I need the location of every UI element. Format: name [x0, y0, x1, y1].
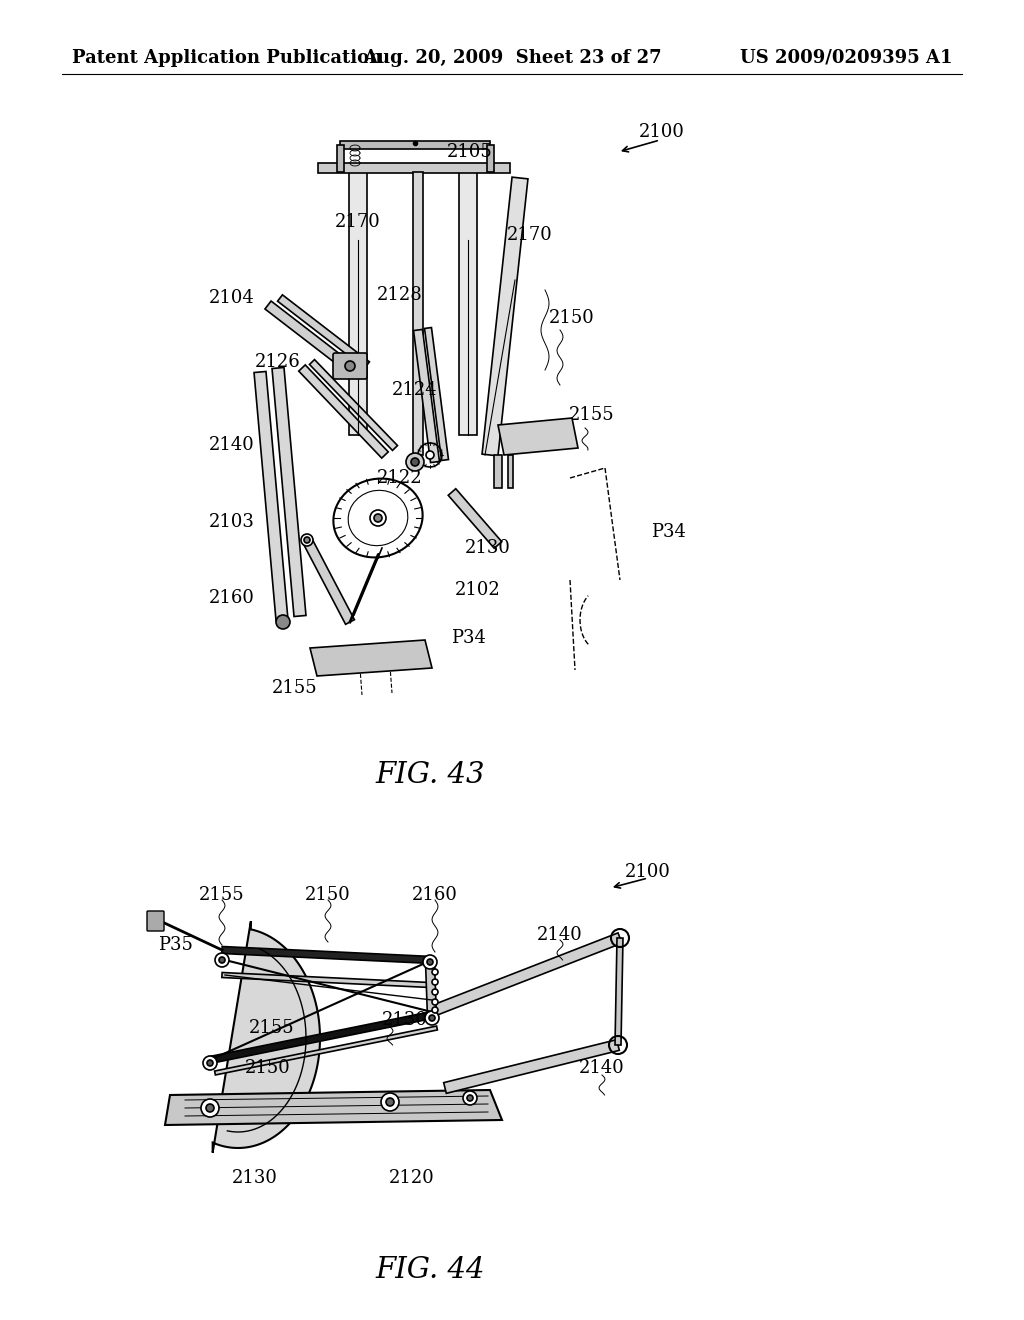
- Text: 2155: 2155: [200, 886, 245, 904]
- Text: 2160: 2160: [209, 589, 255, 607]
- Circle shape: [432, 1007, 438, 1012]
- Circle shape: [201, 1100, 219, 1117]
- Text: P35: P35: [158, 936, 193, 954]
- Text: 2102: 2102: [455, 581, 501, 599]
- Text: P34: P34: [650, 523, 685, 541]
- Circle shape: [425, 1011, 439, 1026]
- FancyBboxPatch shape: [333, 352, 367, 379]
- Text: FIG. 44: FIG. 44: [375, 1257, 484, 1284]
- Polygon shape: [254, 371, 288, 620]
- Polygon shape: [310, 640, 432, 676]
- Circle shape: [206, 1104, 214, 1111]
- Text: Patent Application Publication: Patent Application Publication: [72, 49, 382, 67]
- Circle shape: [215, 953, 229, 968]
- Polygon shape: [213, 921, 319, 1152]
- Circle shape: [432, 979, 438, 985]
- Circle shape: [423, 954, 437, 969]
- Circle shape: [429, 1015, 435, 1020]
- Polygon shape: [215, 1026, 437, 1074]
- Circle shape: [427, 960, 433, 965]
- Circle shape: [432, 999, 438, 1005]
- Circle shape: [370, 510, 386, 525]
- Text: 2155: 2155: [249, 1019, 295, 1038]
- Text: 2130: 2130: [465, 539, 511, 557]
- Polygon shape: [449, 488, 502, 548]
- Text: Aug. 20, 2009  Sheet 23 of 27: Aug. 20, 2009 Sheet 23 of 27: [362, 49, 662, 67]
- Text: 2155: 2155: [569, 407, 614, 424]
- Circle shape: [203, 1056, 217, 1071]
- Text: 2122: 2122: [377, 469, 423, 487]
- Polygon shape: [318, 162, 510, 173]
- Polygon shape: [309, 359, 397, 450]
- Polygon shape: [272, 367, 306, 616]
- Polygon shape: [337, 145, 343, 172]
- Text: 2120: 2120: [389, 1170, 435, 1187]
- Text: 2105: 2105: [447, 143, 493, 161]
- Text: 2104: 2104: [209, 289, 255, 308]
- Polygon shape: [413, 172, 423, 455]
- Text: FIG. 43: FIG. 43: [375, 762, 484, 789]
- Polygon shape: [299, 364, 388, 458]
- Text: 2155: 2155: [272, 678, 317, 697]
- Text: P34: P34: [451, 630, 485, 647]
- Text: 2150: 2150: [245, 1059, 291, 1077]
- Text: 2150: 2150: [305, 886, 351, 904]
- Polygon shape: [340, 141, 490, 149]
- Polygon shape: [222, 946, 432, 964]
- Text: 2126: 2126: [255, 352, 301, 371]
- Circle shape: [432, 989, 438, 995]
- Circle shape: [386, 1098, 394, 1106]
- Text: 2130: 2130: [232, 1170, 278, 1187]
- Text: 2140: 2140: [538, 927, 583, 944]
- Circle shape: [304, 537, 310, 543]
- Circle shape: [467, 1096, 473, 1101]
- Text: 2140: 2140: [209, 436, 255, 454]
- Circle shape: [207, 1060, 213, 1067]
- Polygon shape: [443, 1040, 620, 1093]
- Text: 2160: 2160: [412, 886, 458, 904]
- Polygon shape: [426, 962, 436, 1018]
- Polygon shape: [165, 1090, 502, 1125]
- Polygon shape: [425, 327, 449, 461]
- Polygon shape: [302, 537, 354, 624]
- Polygon shape: [498, 418, 578, 455]
- Circle shape: [381, 1093, 399, 1111]
- Polygon shape: [349, 168, 367, 436]
- Text: 2124: 2124: [392, 381, 438, 399]
- Text: 2128: 2128: [377, 286, 423, 304]
- Circle shape: [374, 513, 382, 521]
- Text: 2130: 2130: [382, 1011, 428, 1030]
- Circle shape: [406, 453, 424, 471]
- Text: 2150: 2150: [549, 309, 595, 327]
- Circle shape: [426, 451, 434, 459]
- Text: 2100: 2100: [639, 123, 685, 141]
- Circle shape: [219, 957, 225, 964]
- Circle shape: [411, 458, 419, 466]
- Polygon shape: [486, 145, 494, 172]
- Polygon shape: [494, 455, 502, 488]
- Polygon shape: [615, 939, 623, 1045]
- Circle shape: [276, 615, 290, 630]
- Polygon shape: [459, 168, 477, 436]
- Circle shape: [301, 535, 313, 546]
- Text: 2140: 2140: [580, 1059, 625, 1077]
- Text: 2170: 2170: [507, 226, 553, 244]
- Polygon shape: [482, 177, 528, 455]
- Polygon shape: [414, 330, 439, 462]
- Text: 2103: 2103: [209, 513, 255, 531]
- Text: 2170: 2170: [335, 213, 381, 231]
- Circle shape: [463, 1092, 477, 1105]
- Polygon shape: [278, 294, 370, 368]
- Polygon shape: [508, 455, 512, 488]
- Polygon shape: [222, 973, 430, 987]
- Polygon shape: [209, 1011, 433, 1064]
- Circle shape: [432, 969, 438, 975]
- Polygon shape: [265, 301, 358, 376]
- Circle shape: [345, 360, 355, 371]
- Polygon shape: [428, 933, 622, 1018]
- FancyBboxPatch shape: [147, 911, 164, 931]
- Text: 2100: 2100: [625, 863, 671, 880]
- Text: US 2009/0209395 A1: US 2009/0209395 A1: [739, 49, 952, 67]
